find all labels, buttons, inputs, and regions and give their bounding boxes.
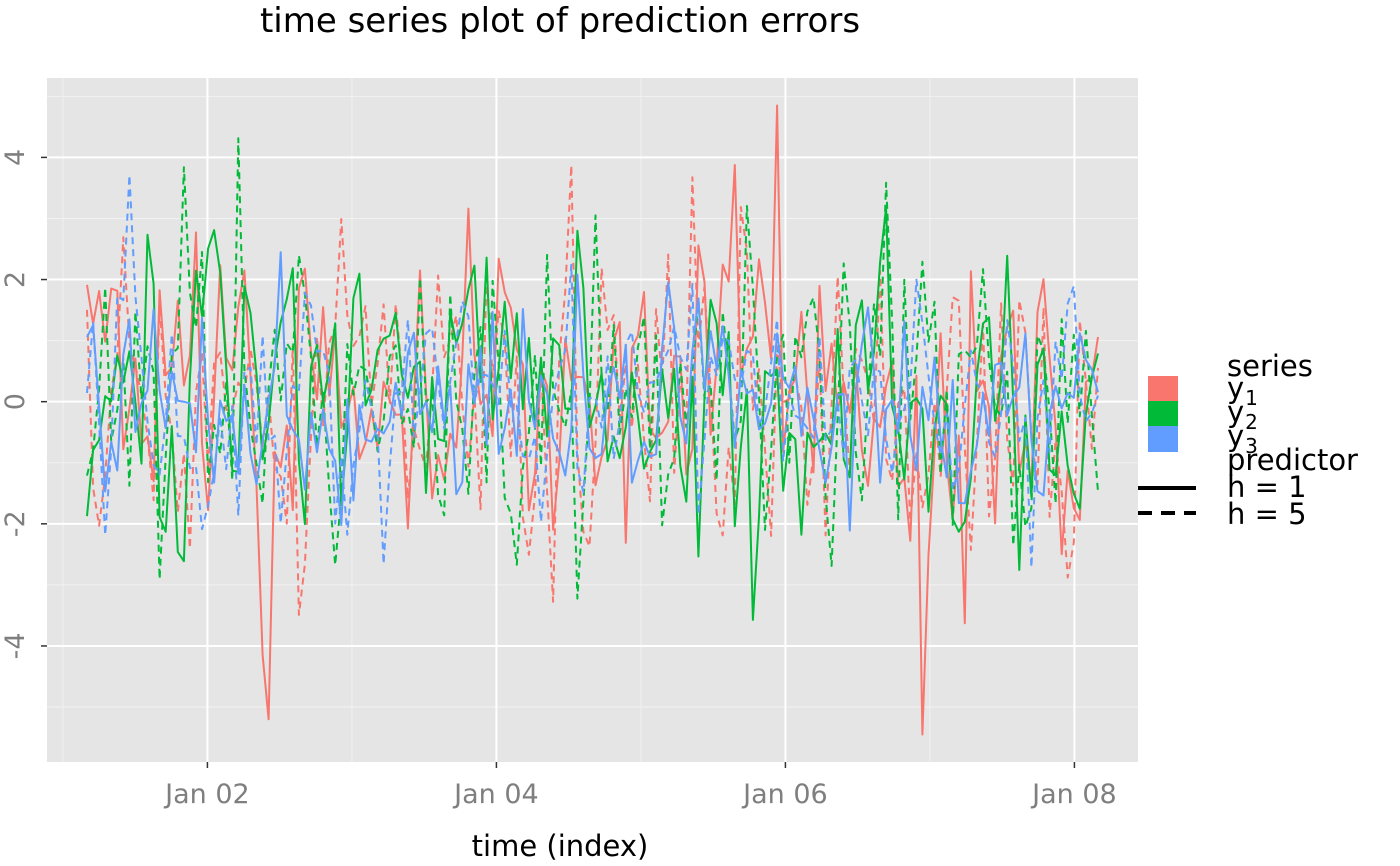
x-axis-title: time (index) [472,829,649,863]
y-tick-label: 2 [0,271,31,288]
series-lines [86,104,1099,736]
legend-label-y2: y2 [1227,395,1258,434]
series-line-y1-h1 [86,104,1099,736]
legend-label-h5: h = 5 [1227,497,1307,531]
legend-label-y1: y1 [1227,371,1258,410]
series-line-y2-h1 [86,206,1099,621]
legend-label-h1: h = 1 [1227,470,1307,504]
y-tick-label: 0 [0,393,31,410]
legend-title-predictor: predictor [1227,443,1358,477]
legend-label-y3: y3 [1227,419,1258,458]
chart-title: time series plot of prediction errors [260,1,860,41]
series-line-y3-h1 [86,251,1099,532]
series-line-y2-h5 [86,137,1099,600]
x-tick-label: Jan 06 [741,779,828,810]
x-tick-label: Jan 04 [452,779,539,810]
legend-key-y2 [1148,401,1178,427]
legend-title-series: series [1227,349,1313,383]
legend-key-y1 [1148,376,1178,402]
y-tick-label: -2 [0,510,31,537]
y-axis: -4 -2 0 2 4 [0,149,47,660]
x-tick-label: Jan 08 [1030,779,1117,810]
y-tick-label: -4 [0,633,31,660]
x-tick-label: Jan 02 [163,779,250,810]
legend-key-y3 [1148,426,1178,452]
x-axis: Jan 02 Jan 04 Jan 06 Jan 08 [163,762,1117,810]
y-tick-label: 4 [0,149,31,166]
series-line-y1-h5 [86,164,1099,616]
legend: series y1 y2 y3 predictor h = 1 h = 5 [1138,349,1358,531]
